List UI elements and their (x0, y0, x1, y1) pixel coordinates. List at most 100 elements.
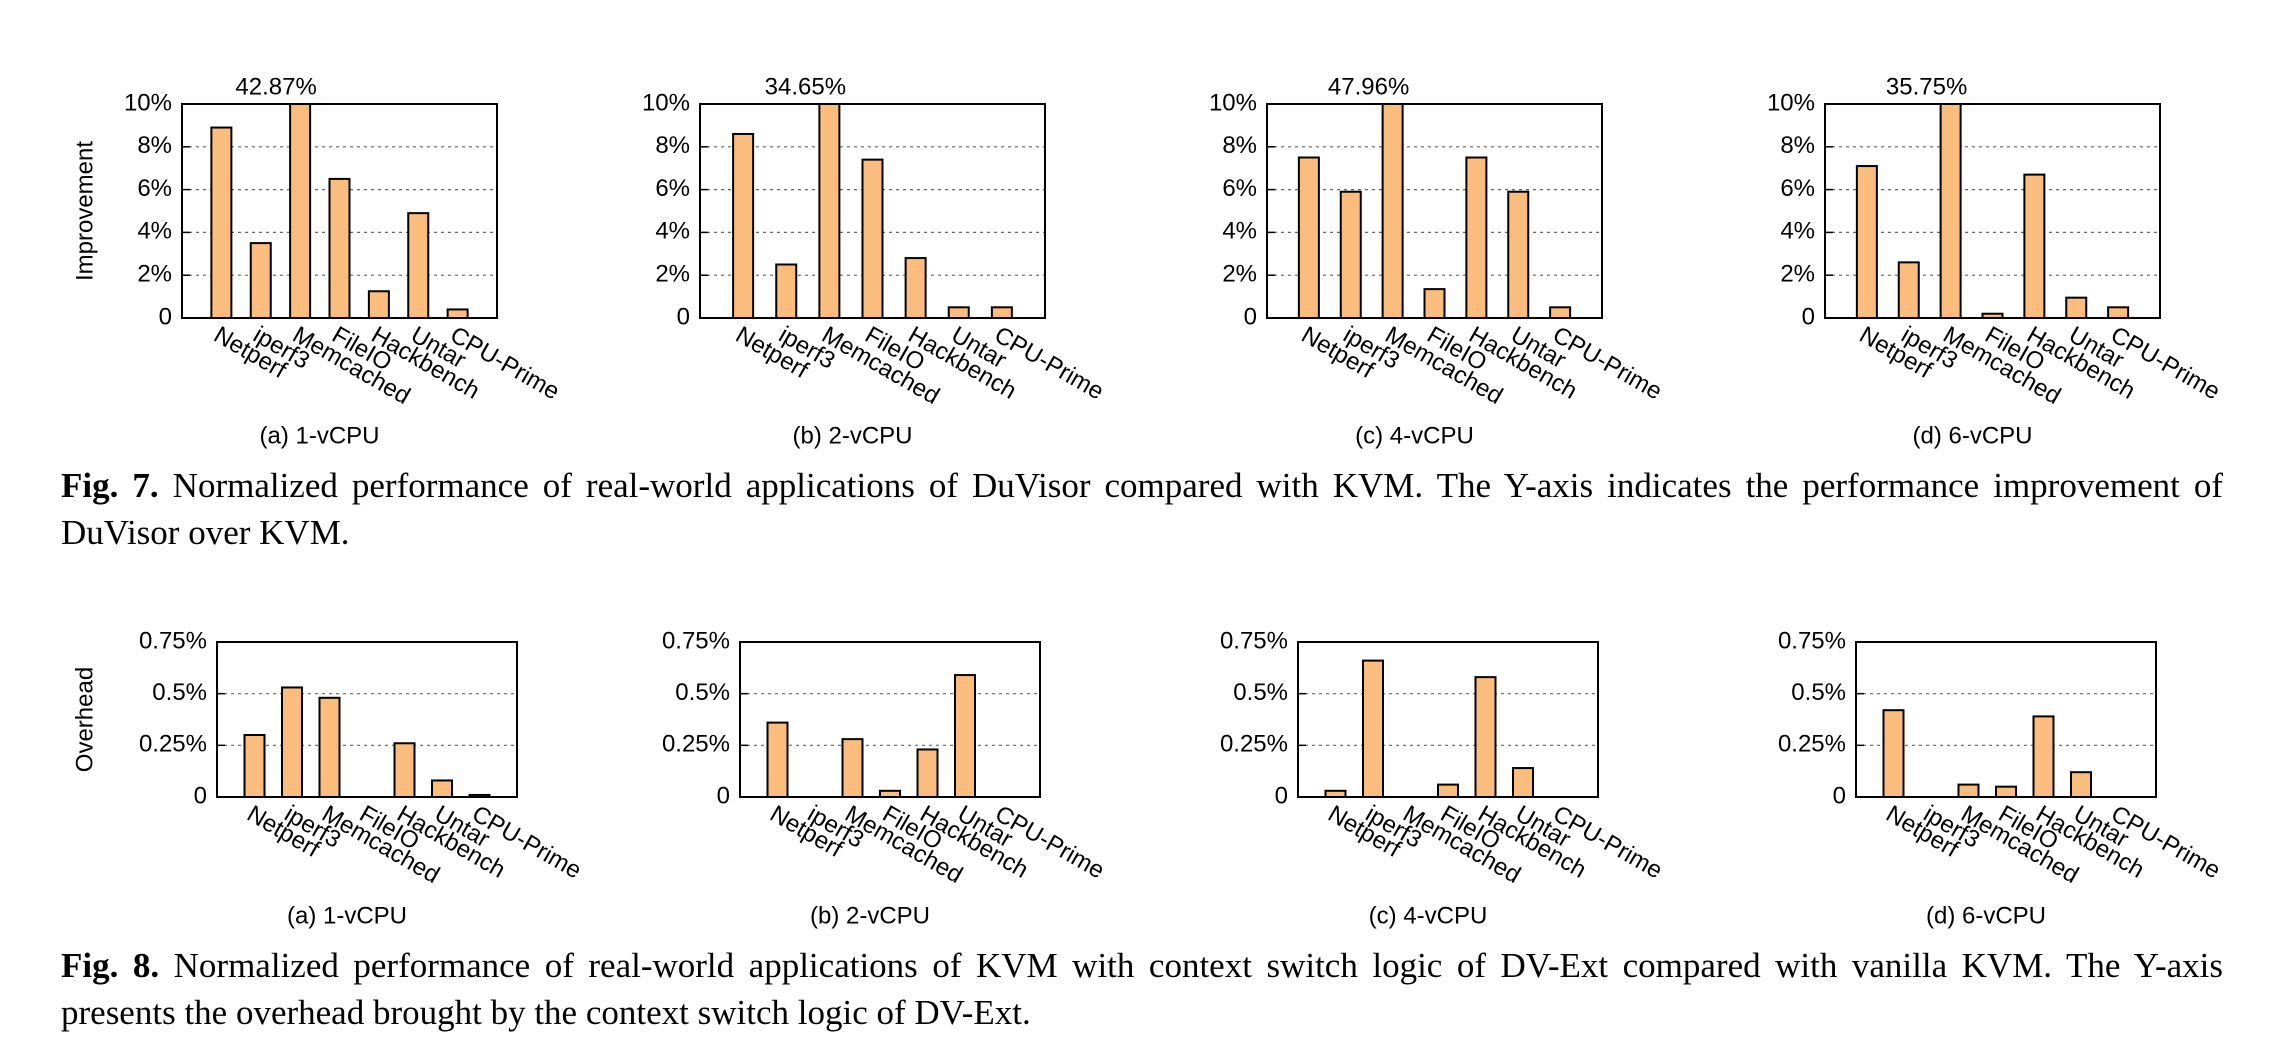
bar (1423, 288, 1446, 318)
bar (2023, 173, 2046, 318)
bar (2065, 296, 2088, 318)
subtitle: (d) 6-vCPU (1912, 422, 2032, 449)
subtitle: (a) 1-vCPU (259, 422, 379, 449)
plot-frame (699, 103, 1046, 319)
bar (249, 242, 272, 318)
bar (1939, 104, 1962, 318)
subtitle: (a) 1-vCPU (287, 902, 407, 929)
bar (328, 177, 351, 318)
y-tick-label: 8% (137, 132, 172, 159)
bar (1381, 104, 1404, 318)
y-tick-label: 0 (194, 782, 207, 809)
bar (407, 212, 430, 318)
y-tick-label: 0 (1275, 782, 1288, 809)
plot-frame (1297, 641, 1599, 798)
bar (2032, 715, 2055, 797)
bar (732, 132, 755, 318)
plot-frame (739, 641, 1041, 798)
value-label: 35.75% (1886, 73, 1967, 100)
subtitle: (c) 4-vCPU (1355, 422, 1474, 449)
bar (766, 721, 789, 797)
bar (1855, 165, 1878, 318)
y-tick-label: 10% (124, 89, 172, 116)
plot-frame (1266, 103, 1603, 319)
bars (1324, 659, 1534, 797)
caption-text: Normalized performance of real-world app… (61, 466, 2224, 552)
y-tick-label: 4% (1222, 218, 1257, 245)
bar (818, 104, 841, 318)
y-tick-label: 0.5% (152, 679, 207, 706)
plot-frame (181, 103, 498, 319)
bar (861, 158, 884, 318)
bar (367, 290, 390, 318)
y-tick-label: 0.25% (1220, 731, 1288, 758)
bars (766, 674, 976, 797)
y-tick-label: 2% (1780, 261, 1815, 288)
y-tick-label: 0 (1802, 303, 1815, 330)
bar (1437, 783, 1459, 797)
bar (947, 306, 970, 318)
value-label: 34.65% (765, 73, 846, 100)
y-tick-label: 4% (137, 218, 172, 245)
y-tick-label: 10% (642, 89, 690, 116)
bar (1995, 785, 2017, 797)
y-tick-label: 2% (137, 261, 172, 288)
caption: Fig. 8. Normalized performance of real-w… (61, 942, 2223, 1036)
y-tick-label: 0.25% (139, 731, 207, 758)
y-tick-label: 6% (655, 175, 690, 202)
y-tick-label: 0.5% (1791, 679, 1846, 706)
bar (1474, 676, 1497, 797)
bar (468, 793, 491, 797)
bars (1855, 104, 2130, 318)
bar (990, 306, 1013, 318)
y-tick-label: 6% (137, 175, 172, 202)
subtitle: (c) 4-vCPU (1369, 902, 1488, 929)
y-axis-label: Improvement (71, 141, 98, 281)
y-tick-label: 0.75% (662, 627, 730, 654)
bar (1297, 156, 1320, 318)
bars (243, 686, 491, 797)
y-tick-label: 0 (1833, 782, 1846, 809)
bar (1549, 306, 1572, 318)
bar (393, 742, 416, 797)
bars (210, 104, 469, 318)
plot-frame (216, 641, 518, 798)
y-tick-label: 8% (1222, 132, 1257, 159)
bar (1339, 190, 1362, 318)
caption-label: Fig. 8. (61, 946, 160, 985)
bar (916, 748, 939, 797)
y-tick-label: 8% (655, 132, 690, 159)
bar (281, 686, 303, 797)
y-tick-label: 8% (1780, 132, 1815, 159)
value-label: 42.87% (235, 73, 316, 100)
y-tick-label: 4% (655, 218, 690, 245)
subtitle: (b) 2-vCPU (792, 422, 912, 449)
bar (210, 126, 233, 318)
bar (1897, 261, 1920, 318)
bar (431, 779, 453, 797)
y-tick-label: 0 (1244, 303, 1257, 330)
bar (954, 674, 976, 797)
caption: Fig. 7. Normalized performance of real-w… (61, 462, 2223, 556)
bar (1465, 156, 1488, 318)
bar (2107, 306, 2130, 318)
value-label: 47.96% (1328, 73, 1409, 100)
bar (904, 257, 927, 318)
bar (775, 263, 798, 318)
bar (1981, 312, 2004, 318)
y-tick-label: 0.75% (1220, 627, 1288, 654)
y-tick-label: 2% (1222, 261, 1257, 288)
y-tick-label: 0.5% (1233, 679, 1288, 706)
y-tick-label: 2% (655, 261, 690, 288)
subtitle: (b) 2-vCPU (810, 902, 930, 929)
y-tick-label: 0.75% (1778, 627, 1846, 654)
bars (732, 104, 1013, 318)
bar (318, 696, 341, 797)
y-tick-label: 10% (1767, 89, 1815, 116)
y-tick-label: 4% (1780, 218, 1815, 245)
bar (2070, 771, 2092, 797)
plot-frame (1855, 641, 2157, 798)
y-tick-label: 6% (1222, 175, 1257, 202)
bars (1882, 709, 2092, 797)
